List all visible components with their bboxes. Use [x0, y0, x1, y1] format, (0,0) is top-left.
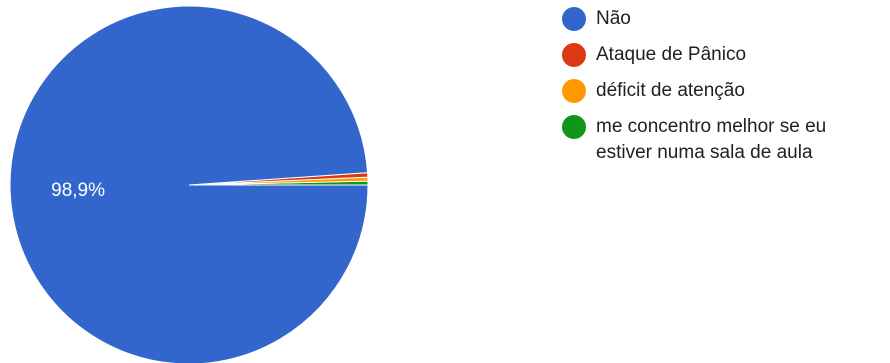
legend-item-deficit-de-atencao[interactable]: déficit de atenção [562, 78, 882, 104]
legend-item-nao[interactable]: Não [562, 6, 882, 32]
pie-slice-nao[interactable] [9, 5, 369, 363]
legend-label-sala-de-aula: me concentro melhor se eu estiver numa s… [596, 116, 827, 163]
legend-swatch-sala-de-aula [562, 115, 586, 139]
pie-data-label-nao: 98,9% [51, 180, 105, 201]
legend-item-sala-de-aula[interactable]: me concentro melhor se eu estiver numa s… [562, 114, 882, 166]
legend-item-ataque-de-panico[interactable]: Ataque de Pânico [562, 42, 882, 68]
legend-swatch-nao [562, 7, 586, 31]
legend: Não Ataque de Pânico déficit de atenção … [562, 6, 882, 176]
pie-chart-svg: 98,9% [9, 5, 369, 363]
legend-label-nao: Não [596, 8, 631, 29]
legend-label-ataque-de-panico: Ataque de Pânico [596, 44, 747, 65]
legend-swatch-deficit-de-atencao [562, 79, 586, 103]
legend-label-deficit-de-atencao: déficit de atenção [596, 80, 745, 101]
legend-swatch-ataque-de-panico [562, 43, 586, 67]
